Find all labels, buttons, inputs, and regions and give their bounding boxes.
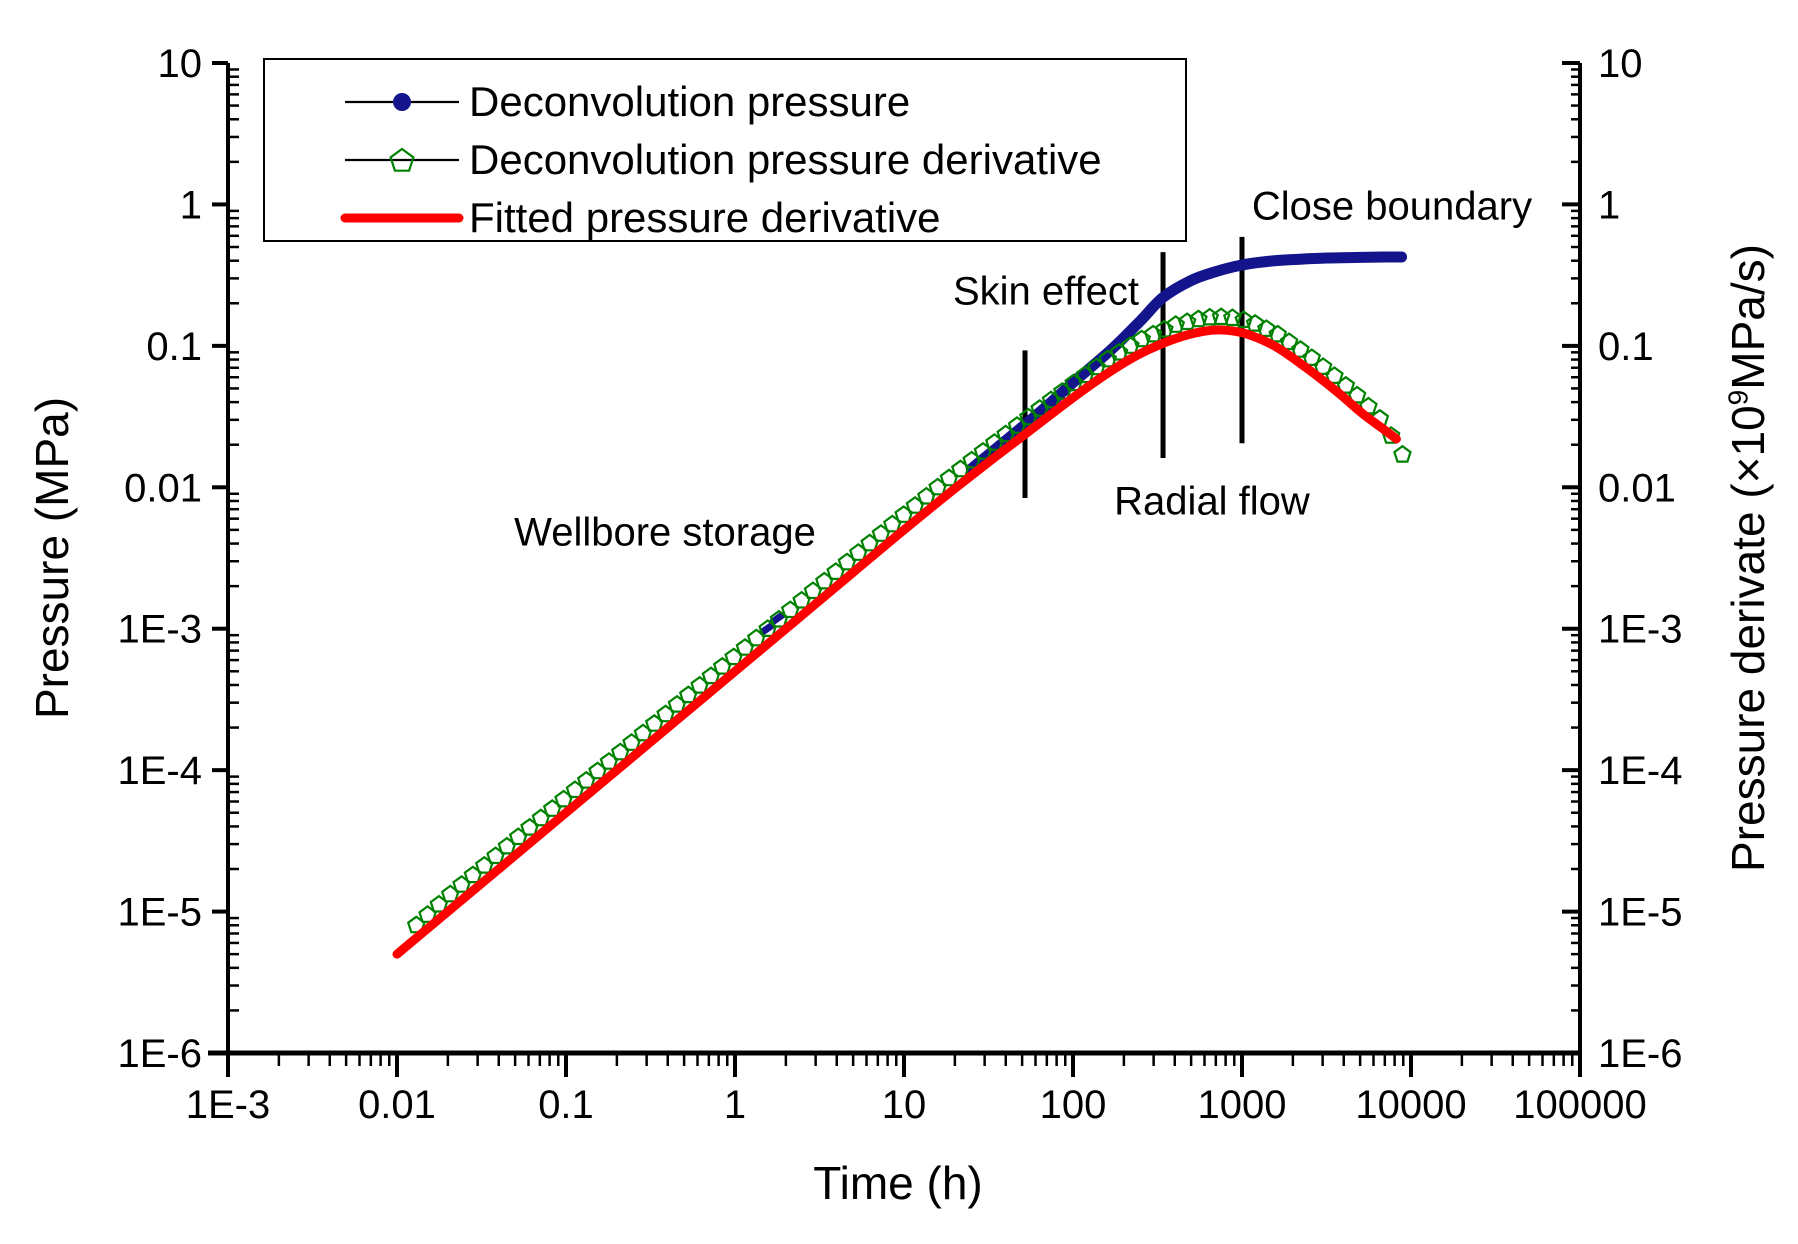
pentagon-marker-icon: [1109, 342, 1129, 361]
pentagon-marker-icon: [1098, 349, 1118, 368]
y-tick-label-right: 1E-5: [1598, 891, 1683, 935]
legend-label: Deconvolution pressure: [469, 78, 911, 125]
y-tick-label-right: 1E-6: [1598, 1032, 1683, 1076]
y-axis-title-right: Pressure derivate (×109MPa/s): [1721, 244, 1775, 872]
x-tick-label: 0.1: [538, 1083, 594, 1127]
annotation-close-boundary: Close boundary: [1251, 184, 1533, 229]
line-icon: [340, 213, 464, 223]
pentagon-marker-icon: [1313, 357, 1333, 375]
pentagon-marker-icon: [1245, 313, 1265, 332]
legend-item-fitted: Fitted pressure derivative: [265, 194, 1185, 241]
pentagon-marker-icon: [1189, 309, 1208, 328]
y-axis-title-right-post: MPa/s): [1722, 244, 1774, 390]
pressure-data-dash: [759, 622, 775, 636]
y-tick-label-right: 0.01: [1598, 466, 1676, 510]
y-axis-title-left: Pressure (MPa): [26, 396, 78, 720]
x-tick-label: 0.01: [358, 1083, 436, 1127]
x-axis-title: Time (h): [813, 1157, 983, 1209]
x-tick-label: 1E-3: [186, 1083, 271, 1127]
pentagon-marker-icon: [1166, 315, 1186, 333]
pentagon-marker-icon: [1064, 373, 1084, 392]
pentagon-marker-icon: [1336, 375, 1356, 394]
y-tick-label-left: 1: [180, 183, 202, 227]
pentagon-marker-icon: [1279, 332, 1299, 351]
x-tick-label: 10000: [1355, 1083, 1466, 1127]
y-tick-label-right: 0.1: [1598, 325, 1654, 369]
x-tick-label: 1000: [1198, 1083, 1287, 1127]
y-tick-label-left: 1E-6: [118, 1032, 203, 1076]
pentagon-marker-icon: [389, 147, 415, 172]
pentagon-marker-icon: [1132, 329, 1152, 348]
pentagon-marker-icon: [1087, 357, 1106, 376]
pentagon-marker-icon: [1143, 324, 1163, 343]
pentagon-marker-icon: [1291, 339, 1310, 358]
pentagon-marker-icon: [1257, 319, 1276, 337]
x-tick-label: 10: [882, 1083, 927, 1127]
legend-label: Deconvolution pressure derivative: [469, 136, 1102, 183]
legend-item-derivative: Deconvolution pressure derivative: [265, 136, 1185, 183]
y-tick-label-left: 0.01: [124, 466, 202, 510]
pentagon-marker-icon: [1200, 307, 1220, 326]
legend-item-pressure: Deconvolution pressure: [265, 78, 1185, 125]
pressure-curve: [965, 251, 1408, 475]
y-axis-title-right-sup: 9: [1722, 389, 1754, 406]
annotation-skin-effect: Skin effect: [952, 269, 1140, 314]
pentagon-marker-icon: [1268, 324, 1288, 343]
y-tick-label-left: 1E-4: [118, 749, 203, 793]
pentagon-marker-icon: [1075, 365, 1095, 384]
pentagon-marker-icon: [1177, 312, 1197, 331]
derivative-marker-series: [406, 307, 1412, 934]
y-axis-title-right-pre: Pressure derivate (×10: [1722, 405, 1774, 872]
pressure-data-dash: [769, 612, 786, 626]
y-tick-label-right: 1E-3: [1598, 608, 1683, 652]
pentagon-marker-icon: [1393, 444, 1412, 463]
pentagon-marker-icon: [1347, 385, 1367, 404]
annotation-radial-flow: Radial flow: [1114, 479, 1310, 524]
dot-icon: [393, 93, 411, 111]
fitted-curve: [392, 325, 1401, 959]
pentagon-marker-icon: [1155, 319, 1174, 338]
y-tick-label-left: 1E-5: [118, 891, 203, 935]
annotation-wellbore-storage: Wellbore storage: [514, 510, 816, 555]
y-tick-label-left: 0.1: [146, 325, 202, 369]
y-tick-label-right: 1: [1598, 183, 1620, 227]
y-tick-label-right: 10: [1598, 42, 1643, 86]
y-tick-label-left: 1E-3: [118, 608, 203, 652]
legend-label: Fitted pressure derivative: [469, 194, 941, 241]
dot-icon: [345, 93, 459, 111]
x-tick-label: 1: [724, 1083, 746, 1127]
y-tick-label-left: 10: [158, 42, 203, 86]
pentagon-marker-icon: [1325, 366, 1344, 384]
y-tick-label-right: 1E-4: [1598, 749, 1683, 793]
pentagon-marker-icon: [1234, 310, 1254, 328]
pentagon-icon: [345, 147, 459, 172]
pentagon-marker-icon: [1302, 348, 1322, 366]
x-tick-label: 100000: [1513, 1083, 1646, 1127]
x-tick-label: 100: [1040, 1083, 1107, 1127]
pentagon-marker-icon: [1121, 336, 1140, 354]
legend: Deconvolution pressure Deconvolution pre…: [263, 58, 1187, 242]
